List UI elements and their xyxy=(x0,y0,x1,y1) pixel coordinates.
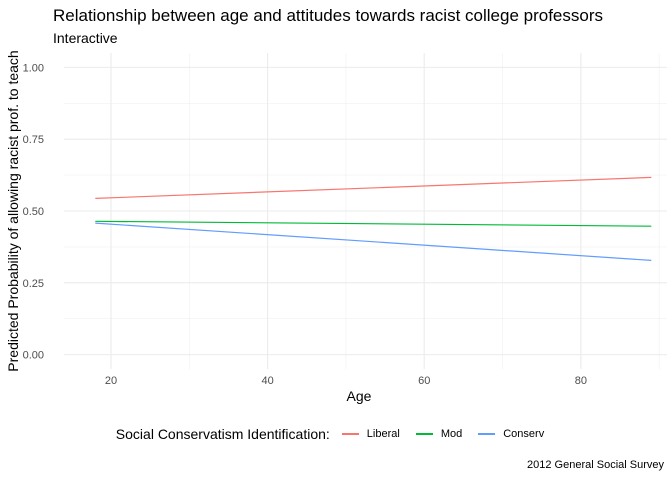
y-tick-label: 0.00 xyxy=(23,350,44,362)
y-tick-label: 0.50 xyxy=(23,206,44,218)
legend-item-mod: Mod xyxy=(412,428,462,440)
chart-title: Relationship between age and attitudes t… xyxy=(53,6,603,25)
series-line-mod xyxy=(95,220,652,227)
legend-label-mod: Mod xyxy=(440,428,463,440)
legend-title: Social Conservatism Identification: xyxy=(115,426,330,442)
series-line-liberal xyxy=(95,176,652,199)
legend-key-liberal xyxy=(341,433,359,435)
x-axis-label: Age xyxy=(347,388,372,404)
y-axis-label: Predicted Probability of allowing racist… xyxy=(5,50,21,371)
chart-caption: 2012 General Social Survey xyxy=(527,459,664,471)
y-tick-label: 1.00 xyxy=(23,62,44,74)
x-tick-label: 40 xyxy=(261,375,273,387)
x-tick-labels: 20 40 60 80 xyxy=(105,375,587,387)
chart-subtitle: Interactive xyxy=(53,30,118,46)
legend-label-liberal: Liberal xyxy=(366,428,400,440)
y-tick-label: 0.25 xyxy=(23,278,44,290)
grid-lines xyxy=(64,53,667,369)
legend-key-mod xyxy=(415,433,433,435)
y-tick-labels: 0.00 0.25 0.50 0.75 1.00 xyxy=(23,62,44,361)
y-tick-label: 0.75 xyxy=(23,134,44,146)
legend: Social Conservatism Identification: Libe… xyxy=(0,426,672,442)
legend-label-conserv: Conserv xyxy=(503,428,545,440)
series-line-conserv xyxy=(95,222,652,261)
legend-key-conserv xyxy=(478,433,496,435)
series-lines xyxy=(95,176,652,261)
x-tick-label: 20 xyxy=(105,375,117,387)
x-tick-label: 80 xyxy=(575,375,587,387)
legend-item-liberal: Liberal xyxy=(338,428,400,440)
legend-item-conserv: Conserv xyxy=(474,428,544,440)
x-tick-label: 60 xyxy=(418,375,430,387)
